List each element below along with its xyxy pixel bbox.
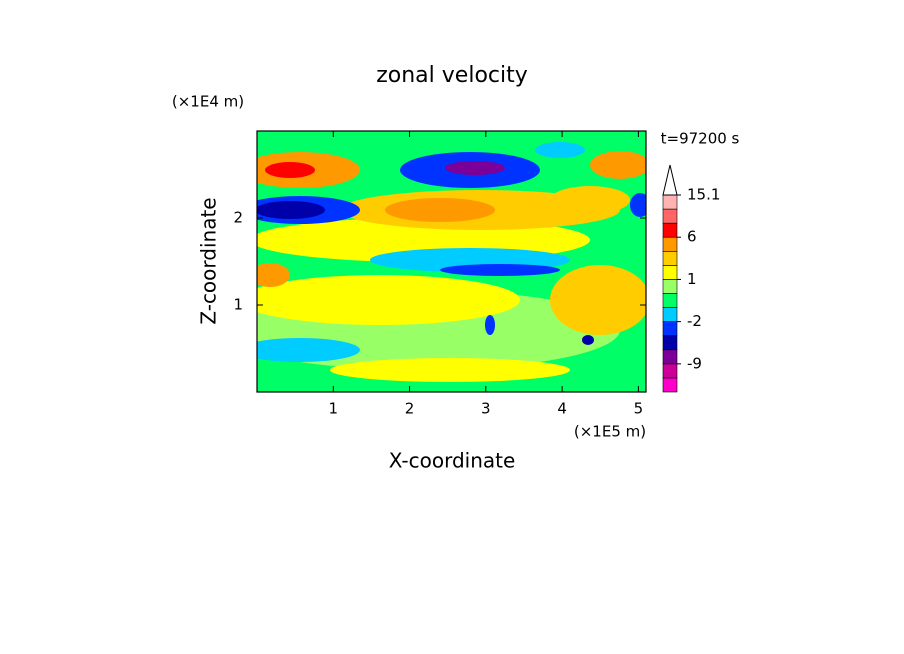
colorbar-segment <box>662 279 678 294</box>
colorbar-tick-label: -9 <box>687 354 702 372</box>
colorbar-segment <box>662 265 678 280</box>
colorbar-segment <box>662 349 678 365</box>
colorbar-segment <box>662 377 678 393</box>
colorbar-segment <box>662 293 678 308</box>
x-unit: (×1E5 m) <box>574 423 646 441</box>
y-axis-label: Z-coordinate <box>197 197 221 324</box>
y-unit: (×1E4 m) <box>172 93 244 111</box>
colorbar-segment <box>662 307 678 322</box>
colorbar-segment <box>662 321 678 337</box>
colorbar-segment <box>662 222 678 238</box>
colorbar-segment <box>662 363 678 379</box>
colorbar-tick-label: 1 <box>687 270 697 288</box>
colorbar-tick-label: 6 <box>687 228 697 246</box>
y-tick-label: 1 <box>233 296 243 314</box>
colorbar-tick-label: -2 <box>687 312 702 330</box>
colorbar-segment <box>662 250 678 266</box>
x-tick-label: 3 <box>481 400 491 418</box>
time-label: t=97200 s <box>661 130 740 148</box>
colorbar-segment <box>662 335 678 351</box>
x-tick-label: 5 <box>634 400 644 418</box>
colorbar-segment <box>662 208 678 224</box>
colorbar-tick-label: 15.1 <box>687 186 720 204</box>
x-tick-label: 2 <box>405 400 415 418</box>
chart-title: zonal velocity <box>376 63 528 88</box>
colorbar-segment <box>662 194 678 210</box>
colorbar-segment <box>662 236 678 252</box>
x-axis-label: X-coordinate <box>389 449 516 473</box>
contour-field <box>257 131 646 392</box>
plot-frame <box>256 130 647 393</box>
x-tick-label: 4 <box>557 400 567 418</box>
y-tick-label: 2 <box>233 209 243 227</box>
x-tick-label: 1 <box>329 400 339 418</box>
colorbar-arrow <box>662 164 678 196</box>
